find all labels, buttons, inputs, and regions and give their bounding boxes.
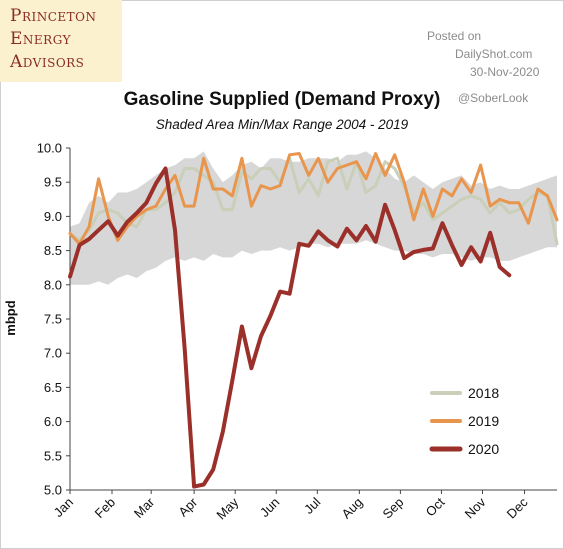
y-axis-label: mbpd: [3, 300, 18, 335]
x-tick-label-jun: Jun: [257, 495, 282, 520]
y-tick-label: 8.5: [44, 243, 62, 258]
y-tick-label: 5.0: [44, 483, 62, 498]
x-tick-label-oct: Oct: [423, 494, 448, 519]
range-band-layer: [70, 151, 557, 285]
logo-line-3: Advisors: [10, 52, 85, 72]
y-tick-label: 6.0: [44, 414, 62, 429]
watermark-posted-on: Posted on: [427, 29, 482, 43]
logo-line-1: Princeton: [10, 6, 97, 26]
x-tick-label-sep: Sep: [380, 495, 407, 522]
series-line-2020: [68, 166, 512, 489]
y-tick-label: 10.0: [37, 141, 62, 156]
x-tick-label-jul: Jul: [301, 494, 323, 516]
legend-label-2018: 2018: [468, 385, 499, 401]
y-tick-label: 7.0: [44, 346, 62, 361]
legend-label-2020: 2020: [468, 441, 499, 457]
y-tick-label: 7.5: [44, 312, 62, 327]
series-layer: [68, 152, 559, 489]
x-tick-label-aug: Aug: [338, 495, 365, 522]
chart-title: Gasoline Supplied (Demand Proxy): [123, 89, 441, 110]
series-line-2018: [68, 156, 559, 246]
y-tick-label: 6.5: [44, 380, 62, 395]
watermark-site: DailyShot.com: [455, 47, 533, 61]
y-tick-label: 9.0: [44, 209, 62, 224]
legend-label-2019: 2019: [468, 413, 499, 429]
watermark-date: 30-Nov-2020: [470, 65, 540, 79]
y-tick-label: 5.5: [44, 448, 62, 463]
x-tick-label-apr: Apr: [175, 494, 200, 519]
series-line-2019: [68, 152, 559, 246]
x-tick-label-may: May: [213, 494, 241, 522]
x-tick-label-mar: Mar: [131, 494, 158, 521]
y-tick-label: 8.0: [44, 277, 62, 292]
x-tick-label-jan: Jan: [51, 495, 76, 520]
logo-line-2: Energy: [10, 29, 72, 49]
y-tick-label: 9.5: [44, 175, 62, 190]
legend: 2018 2019 2020: [429, 385, 499, 457]
x-tick-label-feb: Feb: [92, 495, 118, 521]
x-tick-label-nov: Nov: [462, 494, 489, 521]
min-max-range-band: [70, 151, 557, 285]
chart-subtitle: Shaded Area Min/Max Range 2004 - 2019: [155, 117, 409, 132]
author-handle: @SoberLook: [458, 91, 529, 105]
princeton-energy-advisors-logo: Princeton Energy Advisors: [0, 0, 122, 82]
x-tick-label-dec: Dec: [504, 494, 531, 521]
